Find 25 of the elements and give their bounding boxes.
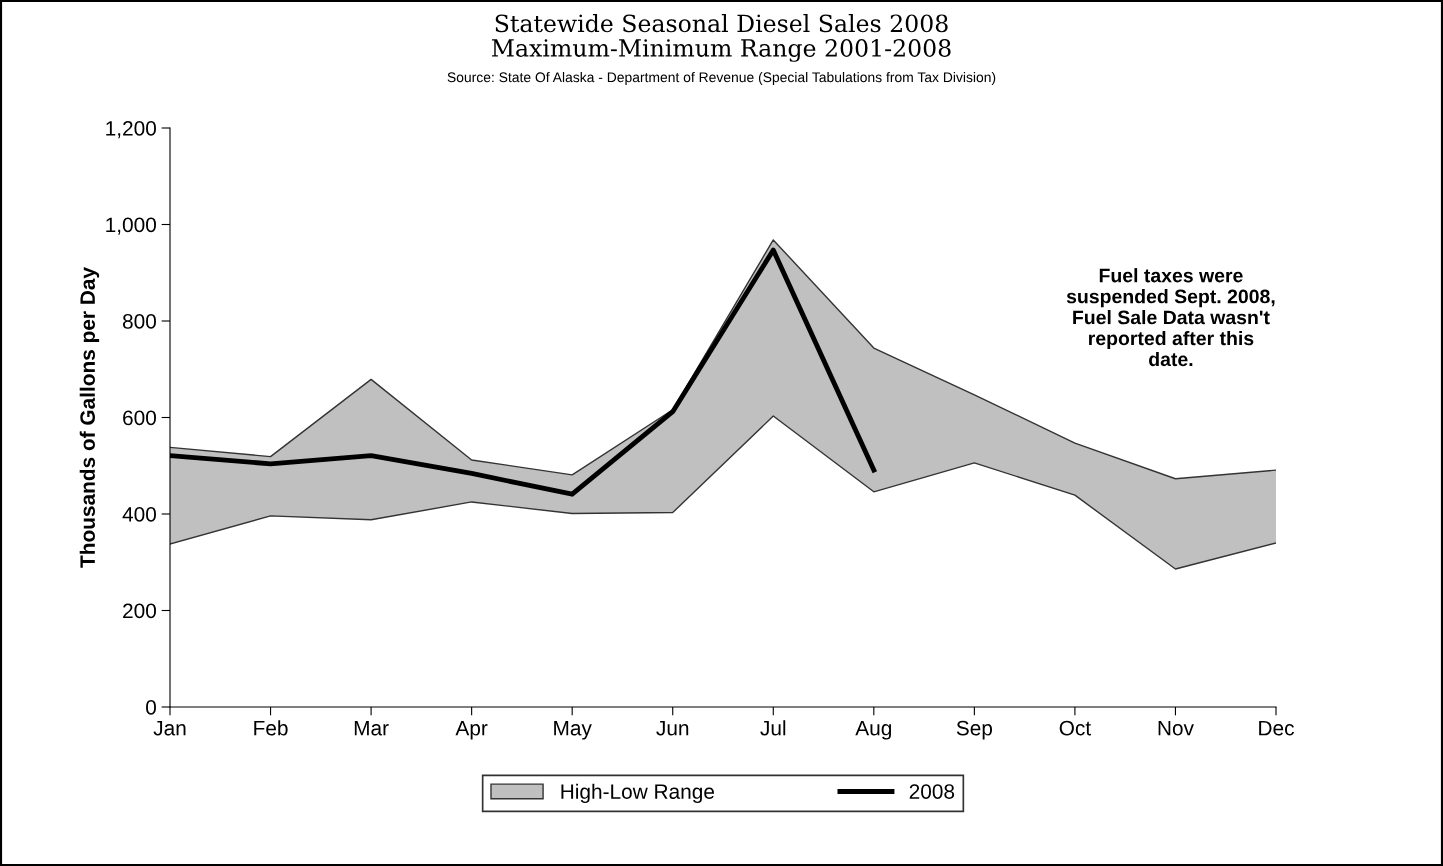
y-axis-title: Thousands of Gallons per Day xyxy=(79,267,100,568)
x-tick-label: May xyxy=(554,720,592,740)
legend-label: 2008 xyxy=(909,784,955,799)
legend-label: High-Low Range xyxy=(561,783,714,804)
y-tick-label: 200 xyxy=(123,603,156,619)
y-tick-label: 0 xyxy=(146,700,156,715)
x-tick-label: Jun xyxy=(656,720,689,736)
x-tick-label: Jul xyxy=(760,720,786,736)
chart-title: Statewide Seasonal Diesel Sales 2008 Maximum-Minimum Range 2001-2008 xyxy=(491,14,951,62)
x-tick-label: Oct xyxy=(1059,720,1091,736)
y-tick-label: 1,200 xyxy=(106,121,156,139)
y-tick-label: 400 xyxy=(122,507,156,522)
x-tick-label: Nov xyxy=(1158,720,1194,736)
x-tick-label: Aug xyxy=(855,720,892,740)
chart-subtitle: Source: State Of Alaska - Department of Revenue (Special Tabulations from Tax Division) xyxy=(447,72,996,85)
x-tick-label: Sep xyxy=(956,720,993,740)
x-tick-label: Mar xyxy=(354,720,389,736)
x-tick-label: Dec xyxy=(1259,720,1294,736)
x-tick-label: Apr xyxy=(455,720,488,740)
y-tick-label: 800 xyxy=(122,314,156,329)
y-tick-label: 600 xyxy=(123,410,156,426)
y-tick-label: 1,000 xyxy=(106,217,156,235)
annotation: Fuel taxes were suspended Sept. 2008, Fuel Sale Data wasn't reported after this date. xyxy=(1066,268,1275,367)
x-tick-label: Feb xyxy=(254,720,288,736)
x-tick-label: Jan xyxy=(153,720,186,736)
